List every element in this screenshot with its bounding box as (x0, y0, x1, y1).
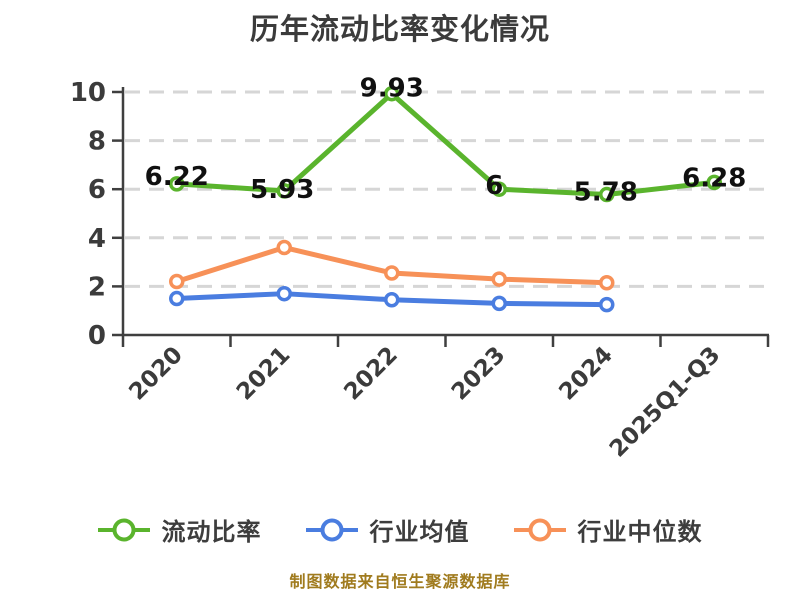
svg-text:6: 6 (485, 171, 503, 201)
data-source-note: 制图数据来自恒生聚源数据库 (289, 572, 511, 591)
legend-item-industry-median[interactable]: 行业中位数 (513, 512, 703, 547)
legend-label-current-ratio: 流动比率 (161, 518, 262, 546)
svg-text:2025Q1-Q3: 2025Q1-Q3 (605, 342, 726, 463)
svg-text:2022: 2022 (339, 342, 403, 406)
legend: 流动比率 行业均值 行业中位数 (0, 512, 800, 547)
svg-text:8: 8 (88, 127, 106, 157)
svg-text:5.78: 5.78 (574, 178, 638, 208)
svg-text:6: 6 (88, 175, 106, 205)
legend-label-industry-average: 行业均值 (369, 518, 470, 546)
svg-text:2024: 2024 (554, 342, 618, 406)
svg-text:10: 10 (70, 78, 106, 108)
svg-text:6.22: 6.22 (145, 162, 209, 192)
legend-marker-industry-average-icon (305, 518, 358, 541)
svg-text:4: 4 (88, 224, 106, 254)
svg-text:2021: 2021 (232, 342, 296, 406)
svg-text:2: 2 (88, 272, 106, 302)
svg-text:9.93: 9.93 (360, 74, 424, 104)
legend-item-current-ratio[interactable]: 流动比率 (97, 512, 262, 547)
legend-marker-current-ratio-icon (97, 518, 150, 541)
legend-item-industry-average[interactable]: 行业均值 (305, 512, 470, 547)
svg-text:0: 0 (88, 321, 106, 351)
legend-marker-industry-median-icon (513, 518, 566, 541)
svg-text:2023: 2023 (447, 342, 511, 406)
svg-text:2020: 2020 (124, 342, 188, 406)
svg-text:5.93: 5.93 (250, 175, 314, 205)
legend-label-industry-median: 行业中位数 (577, 518, 703, 546)
chart-title: 历年流动比率变化情况 (249, 12, 550, 46)
svg-text:6.28: 6.28 (682, 163, 746, 193)
